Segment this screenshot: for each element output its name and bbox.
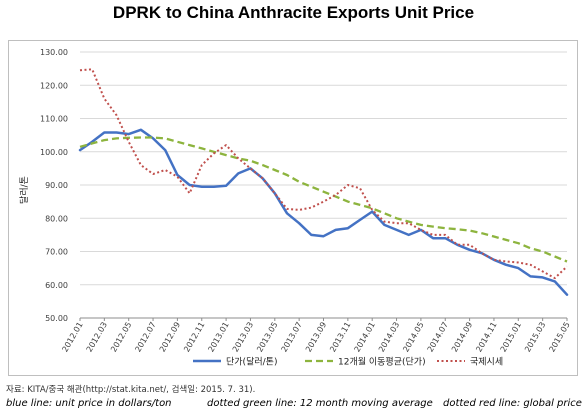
x-tick-label: 2012.09 [158, 321, 182, 354]
caption-green: dotted green line: 12 month moving avera… [207, 398, 433, 409]
series-line-3 [79, 68, 568, 280]
x-tick-label: 2013.11 [328, 321, 352, 354]
x-tick-label: 2015.01 [499, 321, 523, 354]
x-tick-label: 2014.11 [474, 321, 498, 354]
caption-red: dotted red line: global price [443, 398, 582, 409]
x-tick-label: 2015.03 [523, 321, 547, 354]
y-tick-label: 110.00 [40, 115, 68, 124]
y-tick-label: 70.00 [45, 248, 68, 257]
legend-label: 단가(달러/톤) [226, 356, 277, 368]
y-axis-label: 달러/톤 [18, 176, 30, 204]
legend-label: 12개월 이동평균(단가) [338, 356, 426, 368]
x-tick-label: 2013.01 [206, 321, 230, 354]
x-tick-label: 2013.05 [255, 321, 279, 354]
source-note: 자료: KITA/중국 해관(http://stat.kita.net/, 검색… [6, 385, 256, 395]
x-tick-label: 2013.07 [280, 321, 304, 354]
x-tick-label: 2013.09 [304, 321, 328, 354]
x-tick-label: 2012.01 [60, 321, 84, 354]
x-tick-label: 2015.05 [547, 321, 571, 354]
series-line-2 [79, 136, 568, 263]
y-tick-label: 80.00 [45, 214, 68, 223]
grid-layer [80, 51, 567, 286]
chart-title: DPRK to China Anthracite Exports Unit Pr… [112, 3, 475, 22]
x-tick-label: 2013.03 [231, 321, 255, 354]
line-chart: 50.00 60.00 70.00 80.00 90.00 100.00 110.00 120… [18, 48, 572, 368]
x-tick-label: 2014.03 [377, 321, 401, 354]
y-tick-label: 130.00 [40, 48, 68, 57]
y-tick-label: 50.00 [45, 314, 68, 323]
x-tick-label: 2012.07 [133, 321, 157, 354]
y-tick-label: 60.00 [45, 281, 68, 290]
legend-label: 국제시세 [470, 357, 503, 368]
x-tick-label: 2014.05 [401, 321, 425, 354]
legend: 단가(달러/톤) 12개월 이동평균(단가) 국제시세 [193, 356, 503, 368]
x-tick-label: 2012.11 [182, 321, 206, 354]
x-tick-label: 2014.07 [426, 321, 450, 354]
x-tick-label: 2014.09 [450, 321, 474, 354]
x-tick-label: 2012.03 [85, 321, 109, 354]
y-tick-label: 120.00 [40, 81, 68, 90]
axis-layer: 50.00 60.00 70.00 80.00 90.00 100.00 110.00 120… [40, 48, 572, 354]
series-line-1 [78, 128, 569, 296]
x-tick-label: 2012.05 [109, 321, 133, 354]
y-tick-label: 90.00 [45, 181, 68, 190]
series-layer [78, 68, 569, 296]
x-tick-label: 2014.01 [353, 321, 377, 354]
chart-frame [8, 40, 578, 376]
caption-blue: blue line: unit price in dollars/ton [6, 398, 172, 409]
y-tick-label: 100.00 [40, 148, 68, 157]
